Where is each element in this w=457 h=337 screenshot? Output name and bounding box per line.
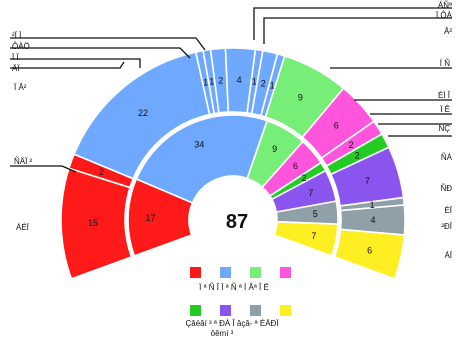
outer-ring-value-label: 4: [370, 215, 375, 225]
callout-top-right-3: Â²: [444, 27, 452, 36]
inner-ring-segment: [273, 220, 339, 257]
legend-swatch: [220, 305, 231, 316]
callout-right-9: ÁÏ: [444, 251, 452, 260]
legend-swatch: [190, 305, 201, 316]
callout-right-1: Í Ñ: [440, 59, 450, 68]
callout-right-6: ÑÐ: [440, 184, 452, 193]
legend-swatch: [250, 267, 261, 278]
outer-ring-value-label: 2: [355, 150, 360, 160]
inner-ring-value-label: 9: [272, 144, 277, 154]
callout-right-3: Ï Ê: [440, 105, 450, 114]
callout-right-8: ²ÐÏ: [441, 222, 452, 231]
legend-row1-text: Ï ª Ñ Î Ï ª Ñ ª Í Âª Î Ë: [199, 283, 269, 292]
outer-ring-value-label: 6: [334, 120, 339, 130]
outer-ring-value-label: 7: [365, 176, 370, 186]
callout-left-4: ÄÏ: [12, 64, 20, 73]
outer-ring-value-label: 15: [88, 218, 98, 228]
total-seats: 87: [226, 211, 248, 233]
outer-ring-value-label: 1: [252, 77, 257, 87]
legend-row2-sub: ôêmí ³: [211, 329, 234, 337]
outer-ring-value-label: 6: [367, 245, 372, 255]
callout-right-4: ÑÇ: [438, 124, 450, 133]
inner-ring-segment: [135, 114, 269, 204]
outer-ring-value-label: 2: [218, 76, 223, 86]
inner-ring-value-label: 34: [194, 140, 204, 150]
callout-lines: [10, 7, 452, 173]
callout-left-2: ÔÀÖ: [12, 42, 30, 51]
callout-top-right-2: Ï ÔÀ: [436, 11, 453, 20]
outer-ring-value-label: 2: [99, 167, 104, 177]
inner-ring-value-label: 5: [313, 209, 318, 219]
inner-ring-value-label: 7: [311, 231, 316, 241]
callout-right-2: ÉÌ Î: [438, 91, 451, 100]
outer-ring-value-label: 1: [203, 78, 208, 88]
inner-ring-value-label: 17: [146, 213, 156, 223]
outer-ring-value-label: 1: [370, 200, 375, 210]
outer-ring-value-label: 2: [261, 78, 266, 88]
callout-left-1: ²Ï Ï: [12, 31, 22, 40]
inner-ring-value-label: 7: [308, 188, 313, 198]
outer-ring-value-label: 2: [349, 140, 354, 150]
outer-ring-segment: [333, 228, 406, 280]
legend-swatch: [190, 267, 201, 278]
callout-left-3: Ï Ï: [12, 53, 19, 62]
outer-ring-value-label: 4: [237, 75, 242, 85]
callout-left-sub: Ï Â²: [14, 83, 27, 92]
legend: [190, 267, 291, 316]
outer-ring-value-label: 1: [270, 81, 275, 91]
inner-ring-value-label: 2: [302, 173, 307, 183]
callout-left-mid: ÑÄÏ ²: [14, 157, 33, 166]
legend-row2-text: Çâëâí ³ ª ÐÀ Î âçâ- ª ÉÄÐÏ: [185, 319, 279, 328]
outer-ring-value-label: 1: [209, 77, 214, 87]
callout-left-low: ÁÉÏ: [16, 223, 30, 232]
callout-right-5: ÑÁ: [441, 153, 453, 162]
legend-swatch: [280, 305, 291, 316]
center-hole: [190, 177, 276, 263]
legend-swatch: [250, 305, 261, 316]
outer-ring-value-label: 9: [298, 92, 303, 102]
callout-right-7: ÈÏ: [444, 206, 452, 215]
legend-swatch: [280, 267, 291, 278]
outer-ring-value-label: 22: [138, 108, 148, 118]
callout-texts: ²Ï Ï ÔÀÖ Ï Ï ÄÏ Ï Â² ÑÄÏ ² ÁÉÏ ÁÑª Ï ÔÀ …: [12, 1, 453, 260]
inner-ring-value-label: 6: [293, 161, 298, 171]
inner-ring: [127, 114, 339, 263]
outer-ring: [60, 47, 406, 280]
callout-top-right-1: ÁÑª: [438, 1, 452, 10]
legend-swatch: [220, 267, 231, 278]
